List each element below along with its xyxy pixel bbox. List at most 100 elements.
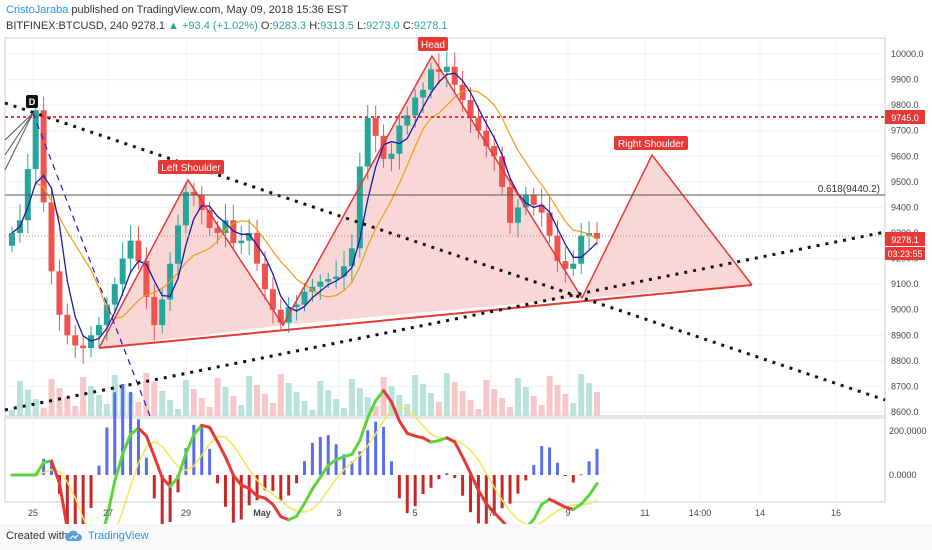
- time-tick-label: 25: [28, 508, 38, 518]
- volume-bar: [167, 400, 174, 416]
- candle-body: [443, 66, 450, 72]
- candle-body: [325, 279, 332, 282]
- price-tick-label: 8800.0: [891, 356, 919, 366]
- right-shoulder-fill: [582, 155, 752, 298]
- volume-bar: [206, 407, 213, 416]
- volume-bar: [103, 404, 110, 416]
- histogram-bar: [500, 475, 504, 509]
- head-shoulders-outline: [98, 54, 753, 349]
- histogram-bar: [413, 475, 417, 507]
- candle-body: [570, 263, 577, 269]
- volume-bar: [396, 395, 403, 416]
- histogram-bar: [429, 475, 433, 488]
- histogram-bar: [200, 426, 204, 475]
- volume-bar: [348, 379, 355, 416]
- candle-body: [182, 192, 189, 226]
- volume-bar: [16, 381, 23, 416]
- red-level-tag: 9745.0: [885, 110, 925, 124]
- o-value: 9283.3: [272, 20, 307, 32]
- candle-body: [40, 110, 47, 203]
- candle-body: [459, 84, 466, 101]
- macd-segment: [192, 423, 204, 437]
- volume-bar: [301, 401, 308, 416]
- volume-bar: [88, 386, 95, 416]
- histogram-bar: [492, 475, 496, 516]
- time-tick-label: 7: [488, 508, 493, 518]
- macd-segment: [247, 486, 259, 498]
- macd-segment: [216, 440, 227, 459]
- histogram-bar: [73, 475, 77, 550]
- macd-segment: [374, 389, 386, 403]
- neckline: [98, 284, 753, 349]
- macd-segment: [184, 433, 196, 456]
- candle-body: [159, 299, 166, 326]
- l-label: L:: [356, 20, 367, 32]
- author-link[interactable]: CristoJaraba: [6, 4, 69, 16]
- volume-bar: [285, 383, 292, 416]
- candle-body: [317, 281, 324, 287]
- candle-body: [538, 204, 545, 213]
- candle-body: [475, 117, 482, 131]
- tradingview-cloud-icon[interactable]: [64, 529, 84, 546]
- candle-body: [491, 146, 498, 157]
- histogram-bar: [587, 461, 591, 475]
- volume-bar: [246, 376, 253, 416]
- volume-bar: [159, 391, 166, 416]
- candle-body: [554, 235, 561, 262]
- volume-bar: [64, 397, 71, 416]
- candle-body: [119, 258, 126, 285]
- publish-line: CristoJaraba published on TradingView.co…: [6, 4, 348, 16]
- volume-bar: [341, 408, 348, 416]
- time-tick-label: 11: [640, 508, 649, 518]
- head-label: Head: [418, 37, 448, 51]
- histogram-bar: [231, 475, 235, 523]
- histogram-bar: [271, 475, 275, 491]
- price-tick-label: 10000.0: [891, 49, 924, 59]
- c-label: C:: [402, 20, 414, 32]
- macd-segment: [350, 439, 362, 456]
- indicator-tick-label: 200.0000: [889, 426, 927, 436]
- price-tick-label: 9400.0: [891, 202, 919, 212]
- indicator-tick-label: 0.0000: [889, 470, 917, 480]
- volume-bar: [499, 398, 506, 416]
- candle-body: [341, 266, 348, 277]
- macd-segment: [231, 473, 243, 487]
- volume-bar: [412, 375, 419, 416]
- volume-bar: [175, 409, 182, 416]
- candle-body: [48, 202, 55, 272]
- volume-bar: [483, 380, 490, 416]
- d-marker-text: D: [29, 97, 36, 107]
- histogram-bar: [184, 448, 188, 475]
- price-tick-label: 9600.0: [891, 151, 919, 161]
- histogram-bar: [192, 424, 196, 475]
- indicator-axis-ticks: 200.0000 0.0000: [889, 426, 927, 480]
- candle-body: [222, 220, 229, 233]
- histogram-bar: [516, 475, 520, 494]
- candle-body: [594, 233, 600, 239]
- candle-body: [356, 166, 363, 249]
- histogram-bar: [484, 475, 488, 524]
- volume-bars: [9, 373, 600, 416]
- time-tick-label: 5: [412, 508, 417, 518]
- tradingview-brand-link[interactable]: TradingView: [88, 530, 149, 542]
- histogram-bar: [389, 461, 393, 475]
- candle-body: [507, 186, 514, 223]
- chart-header: CristoJaraba published on TradingView.co…: [0, 0, 932, 38]
- volume-bar: [546, 376, 553, 416]
- histogram-bar: [136, 419, 140, 475]
- right-shoulder-label-text: Right Shoulder: [618, 139, 685, 150]
- volume-bar: [554, 385, 561, 416]
- time-tick-label: May: [253, 508, 271, 518]
- price-tick-label: 9100.0: [891, 279, 919, 289]
- macd-segment: [461, 455, 473, 475]
- last-price: 9278.1: [131, 20, 165, 32]
- histogram-bar: [310, 442, 314, 475]
- macd-segment: [105, 479, 117, 520]
- volume-bar: [261, 394, 268, 416]
- macd-segment: [129, 426, 140, 436]
- candle-body: [175, 225, 182, 264]
- candle-body: [246, 233, 253, 241]
- candle-body: [380, 135, 387, 159]
- candle-body: [546, 212, 553, 236]
